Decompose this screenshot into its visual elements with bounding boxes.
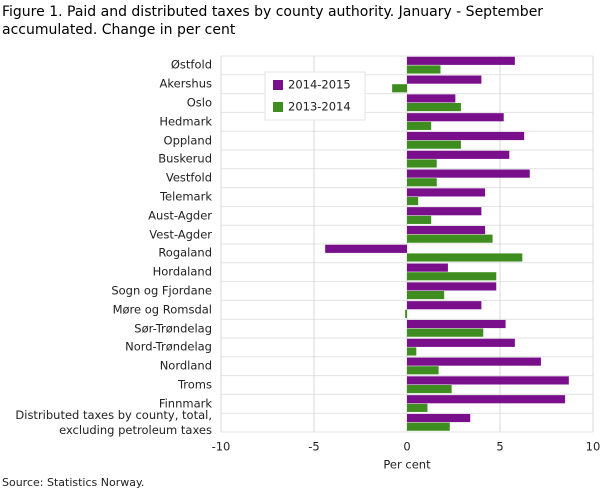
bar xyxy=(407,169,530,178)
bar xyxy=(407,178,437,187)
bar xyxy=(407,291,445,300)
category-label: Møre og Romsdal xyxy=(112,302,212,317)
x-tick-label: -10 xyxy=(212,440,231,454)
bar xyxy=(407,215,432,224)
bar xyxy=(407,197,419,206)
bar xyxy=(407,301,482,310)
bar xyxy=(407,366,439,375)
category-label: Sogn og Fjordane xyxy=(111,283,212,298)
bar xyxy=(407,282,497,291)
legend-label: 2013-2014 xyxy=(288,100,351,114)
category-label: Finnmark xyxy=(158,396,212,411)
category-label: Nord-Trøndelag xyxy=(125,339,212,354)
category-label: Troms xyxy=(177,377,212,392)
bar xyxy=(407,94,456,103)
category-label: Buskerud xyxy=(158,151,212,166)
bar xyxy=(407,395,566,404)
bar xyxy=(407,150,510,159)
bar xyxy=(407,338,515,347)
bar xyxy=(407,272,497,281)
bar xyxy=(407,131,525,141)
category-label: Aust-Agder xyxy=(148,208,212,223)
category-label: Oppland xyxy=(163,133,212,148)
category-label: Vest-Agder xyxy=(149,227,212,242)
category-label: Akershus xyxy=(159,76,212,91)
category-label: Rogaland xyxy=(158,245,212,260)
category-label: Distributed taxes by county, total, excl… xyxy=(15,407,212,437)
bar xyxy=(407,75,482,84)
bar xyxy=(407,376,569,385)
category-label: Nordland xyxy=(159,358,212,373)
x-tick-label: -5 xyxy=(308,440,319,454)
bar xyxy=(407,328,484,337)
bar xyxy=(407,347,417,356)
x-tick-label: 0 xyxy=(403,440,410,454)
x-tick-label: 5 xyxy=(496,440,503,454)
legend-label: 2014-2015 xyxy=(288,78,351,92)
category-label: Hedmark xyxy=(159,114,212,129)
x-axis-label: Per cent xyxy=(383,458,431,472)
bar xyxy=(407,263,448,272)
bar xyxy=(405,309,407,318)
category-label: Telemark xyxy=(159,189,212,204)
bar xyxy=(407,422,450,431)
category-label: Sør-Trøndelag xyxy=(134,321,212,336)
chart-title: Figure 1. Paid and distributed taxes by … xyxy=(2,4,544,38)
bar xyxy=(407,319,506,329)
category-label: Hordaland xyxy=(152,264,212,279)
bar xyxy=(407,56,515,65)
bar xyxy=(407,65,441,74)
bar xyxy=(407,385,452,394)
bar xyxy=(407,207,482,216)
category-label: Østfold xyxy=(170,57,212,72)
legend-swatch xyxy=(273,80,283,90)
source: Source: Statistics Norway. xyxy=(2,476,145,489)
bar xyxy=(407,121,432,130)
bar xyxy=(407,403,428,412)
bar xyxy=(407,253,523,262)
bar xyxy=(407,159,437,168)
category-label: Vestfold xyxy=(165,170,212,185)
bar xyxy=(407,357,541,366)
bar xyxy=(407,234,493,243)
category-label: Oslo xyxy=(186,95,212,110)
bar xyxy=(392,84,407,93)
bar xyxy=(407,413,471,423)
legend-swatch xyxy=(273,102,283,112)
bar xyxy=(407,113,504,122)
bar xyxy=(325,244,407,253)
bar xyxy=(407,103,461,112)
bar xyxy=(407,225,486,235)
bar xyxy=(407,188,486,197)
bar xyxy=(407,140,461,149)
x-tick-label: 10 xyxy=(586,440,601,454)
